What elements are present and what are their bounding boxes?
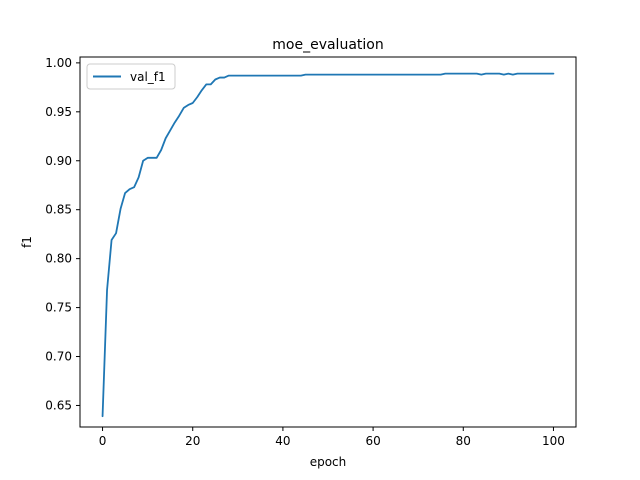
x-axis-ticks: 0 20 40 60 80 100 [99,427,565,448]
x-tick-label: 0 [99,434,107,448]
series-line-val-f1 [101,72,555,418]
y-tick-label: 0.80 [45,252,72,266]
x-tick-label: 20 [185,434,200,448]
legend: val_f1 [86,63,176,90]
axes-frame [79,56,577,428]
y-tick-label: 0.90 [45,154,72,168]
x-tick-label: 100 [542,434,565,448]
x-axis-label: epoch [310,455,347,469]
y-tick-label: 0.95 [45,105,72,119]
x-tick-label: 60 [365,434,380,448]
y-axis-ticks: 0.65 0.70 0.75 0.80 0.85 0.90 0.95 1.00 [45,56,80,412]
y-tick-label: 0.85 [45,203,72,217]
legend-label-val-f1: val_f1 [130,70,166,84]
y-tick-label: 0.75 [45,301,72,315]
x-tick-label: 80 [456,434,471,448]
y-tick-label: 1.00 [45,56,72,70]
y-tick-label: 0.70 [45,350,72,364]
series-layer [101,72,555,418]
x-tick-label: 40 [275,434,290,448]
chart-title: moe_evaluation [272,37,383,53]
y-tick-label: 0.65 [45,398,72,412]
y-axis-label: f1 [20,236,34,248]
legend-box [86,63,176,90]
